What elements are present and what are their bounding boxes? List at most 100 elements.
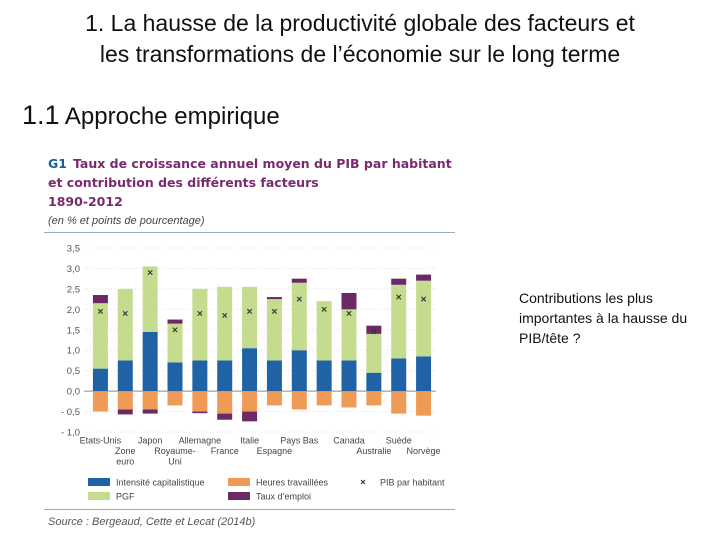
- bar-hours: [266, 391, 282, 406]
- bar-capital: [117, 360, 133, 392]
- x-tick-label: Pays Bas: [280, 436, 319, 446]
- gdp-per-capita-marker: [246, 308, 253, 314]
- y-tick-label: 3,5: [67, 244, 80, 255]
- bar-hours: [242, 391, 258, 412]
- gdp-per-capita-marker: [371, 329, 377, 335]
- bar-hours: [217, 391, 233, 414]
- gdp-per-capita-marker: [420, 296, 427, 302]
- bar-pgf: [142, 266, 158, 332]
- x-tick-label: Royaume-: [154, 446, 196, 456]
- bar-hours: [341, 391, 357, 408]
- gdp-per-capita-marker: [97, 308, 104, 314]
- bar-pgf: [391, 284, 407, 359]
- y-tick-label: 0,0: [67, 387, 80, 398]
- slide-title-line2: les transformations de l’économie sur le…: [99, 41, 621, 67]
- legend-label: PIB par habitant: [380, 478, 445, 488]
- section-number: 1.1: [22, 100, 60, 130]
- bar-pgf: [217, 286, 233, 361]
- bar-hours: [416, 391, 432, 416]
- legend-label: Heures travaillées: [256, 478, 329, 488]
- legend-label: Intensité capitalistique: [116, 478, 205, 488]
- bar-employment: [366, 325, 382, 334]
- side-note: Contributions les plus importantes à la …: [519, 290, 688, 346]
- figure-title-line3: 1890-2012: [48, 194, 123, 209]
- gdp-per-capita-marker: [346, 310, 352, 317]
- x-tick-label: Japon: [138, 436, 163, 446]
- figure-bottom-rule: [44, 509, 455, 510]
- slide-title: 1. La hausse de la productivité globale …: [0, 8, 720, 70]
- gdp-per-capita-marker: [396, 294, 402, 300]
- bar-pgf: [192, 288, 208, 361]
- bar-hours: [167, 391, 183, 406]
- bar-capital: [167, 362, 183, 392]
- x-tick-label: Suède: [386, 436, 412, 446]
- bar-employment: [92, 295, 108, 304]
- bar-capital: [416, 356, 432, 392]
- bar-employment: [391, 278, 407, 285]
- y-tick-label: - 1,0: [61, 428, 80, 439]
- x-tick-label: Zone: [115, 446, 136, 456]
- bar-hours: [117, 391, 133, 410]
- section-title: Approche empirique: [64, 103, 280, 130]
- figure-id: G1: [48, 156, 67, 171]
- section-heading: 1.1 Approche empirique: [22, 100, 280, 131]
- x-tick-label: Etats-Unis: [80, 436, 122, 446]
- gdp-per-capita-marker: [271, 308, 278, 314]
- x-tick-label: Italie: [240, 436, 259, 446]
- bar-pgf: [341, 309, 357, 361]
- bar-employment: [291, 278, 307, 283]
- legend-swatch-marker: [360, 479, 366, 485]
- gdp-per-capita-marker: [122, 310, 128, 317]
- y-tick-label: 2,5: [67, 284, 80, 295]
- x-tick-label: Espagne: [257, 446, 293, 456]
- y-tick-label: 0,5: [67, 366, 80, 377]
- legend-label: PGF: [116, 492, 135, 502]
- bar-employment: [217, 413, 233, 420]
- bar-employment: [167, 319, 183, 324]
- bar-employment: [117, 409, 133, 415]
- legend-swatch-capital: [88, 478, 110, 486]
- bar-hours: [192, 391, 208, 412]
- legend-label: Taux d’emploi: [256, 492, 311, 502]
- x-tick-label: Norvège: [407, 446, 441, 456]
- bar-employment: [192, 411, 208, 414]
- bar-capital: [242, 348, 258, 392]
- bar-hours: [92, 391, 108, 412]
- x-tick-label: France: [211, 446, 239, 456]
- bar-pgf: [416, 280, 432, 357]
- growth-contribution-chart: - 1,0 - 0,5 0,0 0,5 1,0 1,5 2,0 2,5 3,0 3,5 Etats-…: [61, 244, 445, 502]
- figure-title-line2: et contribution des différents facteurs: [48, 175, 319, 190]
- bar-pgf: [266, 299, 282, 361]
- y-tick-label: 3,0: [67, 264, 80, 275]
- bar-employment: [142, 409, 158, 414]
- bar-hours: [291, 391, 307, 410]
- bar-capital: [217, 360, 233, 392]
- gdp-per-capita-marker: [296, 296, 302, 302]
- legend-swatch-pgf: [88, 492, 110, 500]
- y-tick-label: 2,0: [67, 305, 80, 316]
- bar-hours: [366, 391, 382, 406]
- bar-capital: [366, 372, 382, 392]
- bar-capital: [341, 360, 357, 392]
- figure-panel: G1 Taux de croissance annuel moyen du PIB…: [42, 152, 458, 536]
- gdp-per-capita-marker: [172, 327, 178, 333]
- bar-employment: [242, 411, 258, 422]
- figure-top-rule: [44, 232, 455, 233]
- bar-capital: [92, 368, 108, 392]
- gdp-per-capita-marker: [147, 269, 153, 276]
- bar-pgf: [167, 323, 183, 363]
- bar-employment: [416, 274, 432, 281]
- x-tick-label: Allemagne: [179, 436, 222, 446]
- bar-pgf: [316, 301, 332, 361]
- bar-employment: [341, 292, 357, 310]
- x-tick-label: Australie: [356, 446, 391, 456]
- y-tick-label: - 0,5: [61, 407, 80, 418]
- bar-hours: [316, 391, 332, 406]
- x-tick-label: euro: [116, 457, 134, 467]
- bar-pgf: [291, 282, 307, 351]
- x-tick-label: Uni: [168, 457, 182, 467]
- bar-hours: [391, 391, 407, 414]
- bar-capital: [291, 350, 307, 392]
- bar-hours: [142, 391, 158, 410]
- figure-subtitle: (en % et points de pourcentage): [48, 215, 205, 227]
